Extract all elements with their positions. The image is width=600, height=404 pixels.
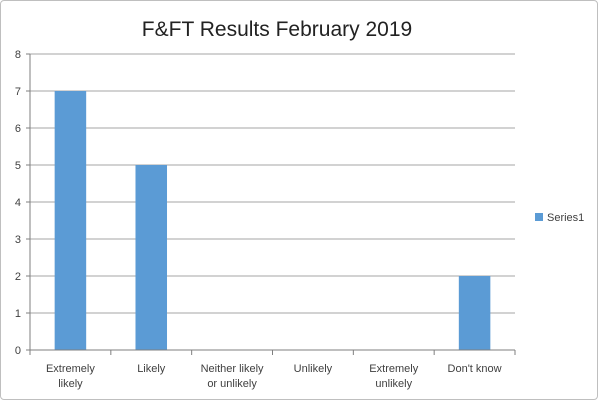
y-tick-labels: 0 1 2 3 4 5 6 7 8 xyxy=(15,49,21,357)
x-tick-label: Don't know xyxy=(448,363,502,375)
y-tick-label: 3 xyxy=(15,234,21,246)
x-tick-label: Extremely likely xyxy=(46,363,95,390)
bar xyxy=(54,91,87,350)
y-tick-label: 6 xyxy=(15,123,21,135)
y-tick-label: 5 xyxy=(15,160,21,172)
x-tick-labels: Extremely likely Likely Neither likely or un… xyxy=(46,363,502,390)
y-tick-label: 4 xyxy=(15,197,21,209)
y-tick-label: 2 xyxy=(15,271,21,283)
y-tick-label: 0 xyxy=(15,345,21,357)
x-tick-label: Extremely unlikely xyxy=(369,363,418,390)
bar xyxy=(135,165,168,350)
y-tick-label: 1 xyxy=(15,308,21,320)
bar xyxy=(458,276,491,350)
bars xyxy=(54,91,491,350)
gridlines xyxy=(26,53,515,351)
x-tick-label: Unlikely xyxy=(294,363,333,375)
y-tick-label: 8 xyxy=(15,49,21,61)
x-tick-label: Neither likely or unlikely xyxy=(201,363,264,390)
legend-swatch xyxy=(535,213,543,221)
legend-label: Series1 xyxy=(547,212,584,224)
y-tick-label: 7 xyxy=(15,86,21,98)
x-tick-label: Likely xyxy=(137,363,166,375)
axes xyxy=(29,54,516,355)
chart-title: F&FT Results February 2019 xyxy=(142,18,412,41)
legend: Series1 xyxy=(535,212,584,224)
